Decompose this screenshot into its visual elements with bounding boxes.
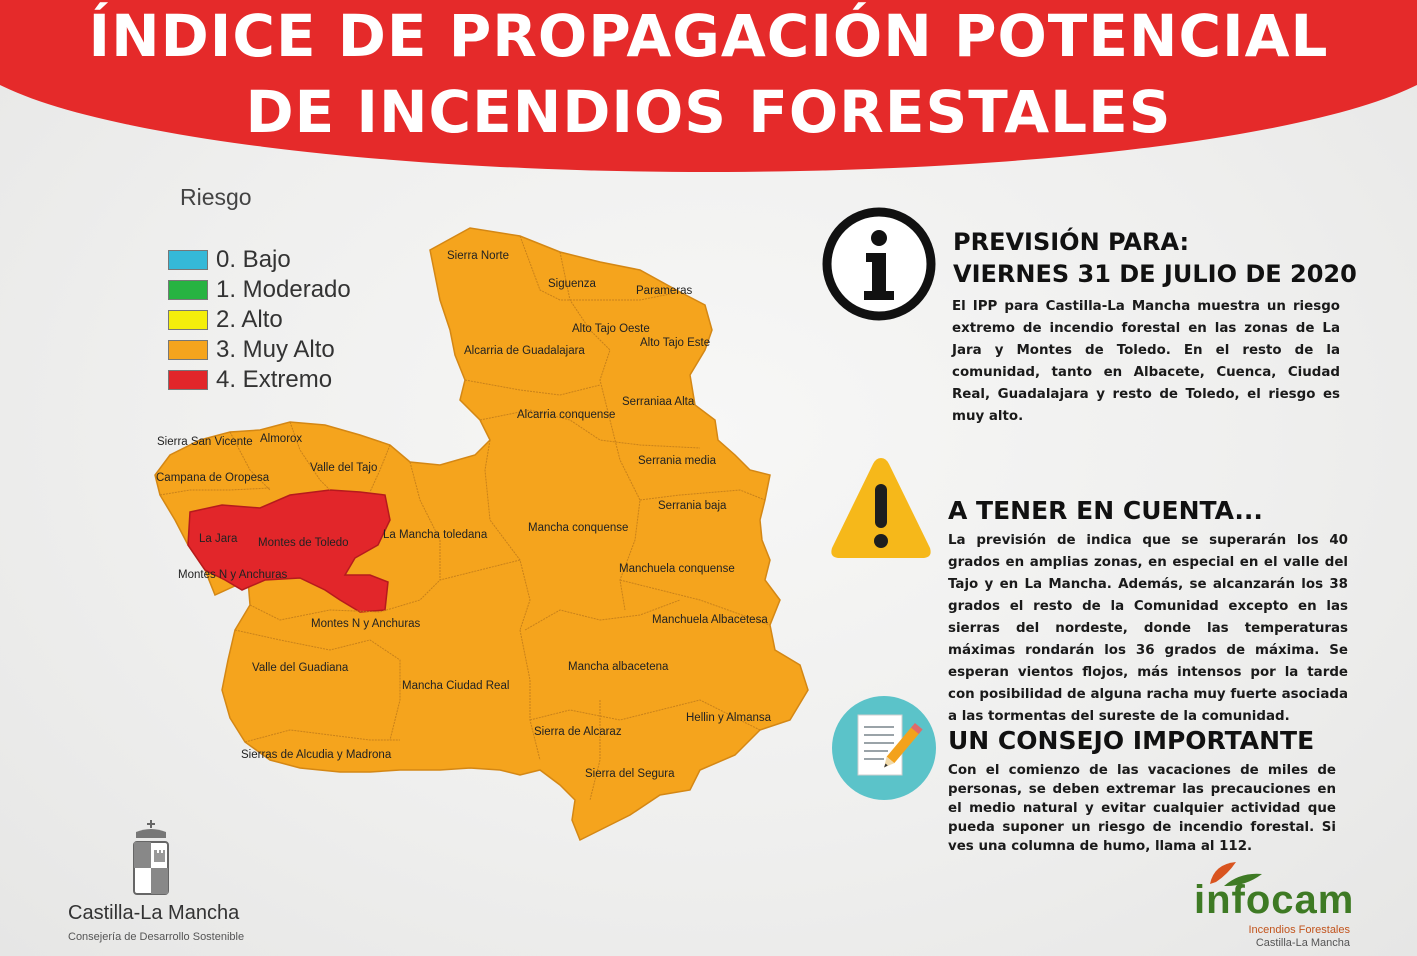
castilla-la-mancha-logo: Castilla-La Mancha Consejería de Desarro… xyxy=(60,818,250,948)
map-label: Alto Tajo Oeste xyxy=(572,323,650,335)
legend-swatch xyxy=(168,340,208,360)
map-label: Montes de Toledo xyxy=(258,537,349,549)
map-region-muy-alto xyxy=(154,227,809,842)
infocam-name: infocam xyxy=(1194,878,1355,922)
castle-crest-icon xyxy=(133,820,169,895)
map-label: Manchuela conquense xyxy=(619,563,735,575)
legend-title: Riesgo xyxy=(180,184,252,210)
map-label: Manchuela Albacetesa xyxy=(652,614,768,626)
map-label: Valle del Tajo xyxy=(310,462,377,474)
legend-swatch xyxy=(168,250,208,270)
map-label: Alcarria conquense xyxy=(517,409,615,421)
map-label: Serrania media xyxy=(638,455,717,467)
map-label: Mancha conquense xyxy=(528,522,628,534)
clm-name: Castilla-La Mancha xyxy=(68,902,240,924)
legend-swatch xyxy=(168,310,208,330)
map-label: Sierra San Vicente xyxy=(157,436,253,448)
legend-label: 2. Alto xyxy=(216,306,283,333)
map-label: Parameras xyxy=(636,285,692,297)
infocam-subtitle-1: Incendios Forestales xyxy=(1248,924,1351,936)
map-label: La Mancha toledana xyxy=(383,529,488,541)
map-label: Alto Tajo Este xyxy=(640,337,710,349)
legend-label: 0. Bajo xyxy=(216,246,291,273)
map-regions xyxy=(154,227,809,842)
legend-swatch xyxy=(168,280,208,300)
page-title-line-1: ÍNDICE DE PROPAGACIÓN POTENCIAL xyxy=(88,2,1329,70)
advice-text: Con el comienzo de las vacaciones de mil… xyxy=(948,763,1336,854)
map-label: Mancha Ciudad Real xyxy=(402,680,509,692)
map-label: Mancha albacetena xyxy=(568,661,669,673)
document-pencil-icon xyxy=(832,696,936,800)
map-label: Serrania baja xyxy=(658,500,727,512)
info-heading-2: VIERNES 31 DE JULIO DE 2020 xyxy=(953,260,1357,288)
clm-subtitle: Consejería de Desarrollo Sostenible xyxy=(68,931,245,943)
map-label: Almorox xyxy=(260,433,302,445)
map-label: Valle del Guadiana xyxy=(252,662,349,674)
info-text: El IPP para Castilla-La Mancha muestra u… xyxy=(952,299,1340,424)
warning-heading: A TENER EN CUENTA... xyxy=(948,496,1263,525)
map-label: Hellin y Almansa xyxy=(686,712,772,724)
map-label: Siguenza xyxy=(548,278,597,290)
legend-label: 1. Moderado xyxy=(216,276,351,303)
map-label: Serraniaa Alta xyxy=(622,396,695,408)
map-label: Montes N y Anchuras xyxy=(178,569,288,581)
map-labels: Sierra Norte Siguenza Parameras Alto Taj… xyxy=(156,250,772,780)
map-label: Campana de Oropesa xyxy=(156,472,270,484)
map-label: Sierra de Alcaraz xyxy=(534,726,622,738)
map-region-extremo xyxy=(187,489,391,613)
legend-label: 3. Muy Alto xyxy=(216,336,335,363)
infocam-subtitle-2: Castilla-La Mancha xyxy=(1255,937,1350,949)
advice-heading: UN CONSEJO IMPORTANTE xyxy=(948,726,1315,755)
warning-icon xyxy=(831,458,931,558)
info-heading-1: PREVISIÓN PARA: xyxy=(953,228,1190,256)
warning-text: La previsión de indica que se superarán … xyxy=(948,533,1348,724)
leaf-icon xyxy=(1210,862,1262,886)
info-icon xyxy=(822,207,936,321)
page-title-line-2: DE INCENDIOS FORESTALES xyxy=(245,78,1172,146)
infocam-logo: infocam Incendios Forestales Castilla-La… xyxy=(1190,858,1360,954)
map-label: Sierra Norte xyxy=(447,250,509,262)
map-label: La Jara xyxy=(199,533,238,545)
legend-label: 4. Extremo xyxy=(216,366,333,393)
map-borders xyxy=(159,235,771,801)
legend-swatch xyxy=(168,370,208,390)
map-label: Sierras de Alcudia y Madrona xyxy=(241,749,392,761)
map-label: Alcarria de Guadalajara xyxy=(464,345,585,357)
map-label: Montes N y Anchuras xyxy=(311,618,421,630)
map-label: Sierra del Segura xyxy=(585,768,675,780)
